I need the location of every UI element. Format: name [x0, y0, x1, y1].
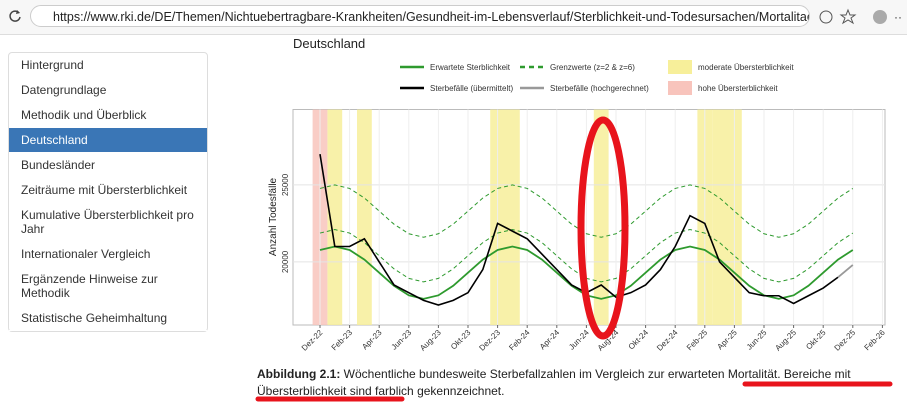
caption-text: Wöchentliche bundesweite Sterbefallzahle… [257, 367, 851, 398]
x-tick-label: Aug-24 [596, 328, 621, 353]
legend-label: Erwartete Sterblichkeit [430, 63, 511, 72]
shaded-period [357, 109, 372, 325]
toolbar-icons: ··· [819, 8, 903, 25]
threshold-line [319, 229, 854, 283]
browser-bar: https://www.rki.de/DE/Themen/Nichtuebert… [0, 0, 907, 35]
reload-icon[interactable] [8, 9, 22, 23]
x-tick-label: Apr-23 [360, 328, 384, 352]
heading: Deutschland [293, 36, 366, 51]
x-tick-label: Apr-25 [715, 328, 739, 352]
svg-text:···: ··· [894, 10, 903, 24]
nav-item[interactable]: Deutschland [9, 128, 207, 153]
legend-label: Sterbefälle (hochgerechnet) [550, 84, 649, 93]
legend-swatch [668, 81, 692, 95]
shaded-period [697, 109, 713, 325]
x-tick-label: Okt-25 [804, 328, 828, 352]
y-tick-label: 20000 [281, 250, 290, 273]
x-tick-label: Apr-24 [538, 328, 562, 352]
legend-label: moderate Übersterblichkeit [698, 63, 794, 72]
legend-label: hohe Übersterblichkeit [698, 84, 778, 93]
series-line [319, 154, 839, 306]
x-tick-label: Jun-25 [745, 328, 769, 352]
x-tick-label: Feb-23 [330, 328, 355, 353]
legend-label: Sterbefälle (übermittelt) [430, 84, 513, 93]
caption-label: Abbildung 2.1: [257, 367, 341, 381]
x-tick-label: Jun-23 [390, 328, 414, 352]
series-line [837, 264, 854, 278]
nav-item[interactable]: Statistische Geheimhaltung [9, 306, 207, 331]
legend-swatch [668, 60, 692, 74]
x-tick-label: Dez-24 [655, 328, 680, 353]
x-tick-label: Aug-23 [418, 328, 443, 353]
shaded-period [712, 109, 727, 325]
threshold-line [319, 184, 854, 238]
x-tick-label: Dez-22 [300, 328, 325, 353]
shaded-period [727, 109, 742, 325]
caption: Abbildung 2.1: Wöchentliche bundesweite … [257, 366, 897, 400]
nav-item[interactable]: Datengrundlage [9, 78, 207, 103]
shaded-period [593, 109, 609, 325]
nav-item[interactable]: Internationaler Vergleich [9, 242, 207, 267]
x-tick-label: Feb-25 [685, 328, 710, 353]
nav-item[interactable]: Zeiträume mit Übersterblichkeit [9, 178, 207, 203]
side-nav: Hintergrund Datengrundlage Methodik und Üb… [8, 52, 208, 332]
nav-item[interactable]: Bundesländer [9, 153, 207, 178]
shaded-period [490, 109, 505, 325]
plot-panel [292, 109, 886, 326]
nav-item[interactable]: Ergänzende Hinweise zur Methodik [9, 267, 207, 306]
x-tick-label: Aug-25 [773, 328, 798, 353]
x-tick-label: Okt-23 [449, 328, 473, 352]
highlight-ellipse [577, 116, 629, 340]
shaded-period [312, 109, 328, 325]
legend-label: Grenzwerte (z=2 & z=6) [550, 63, 635, 72]
x-tick-label: Dez-25 [833, 328, 858, 353]
nav-item[interactable]: Kumulative Übersterblichkeit pro Jahr [9, 203, 207, 242]
x-tick-label: Jun-24 [567, 328, 591, 352]
shaded-period [505, 109, 520, 325]
x-tick-label: Feb-26 [863, 328, 888, 353]
shaded-period [327, 109, 343, 325]
nav-item[interactable]: Methodik und Überblick [9, 103, 207, 128]
series-line [319, 245, 854, 300]
url-field[interactable]: https://www.rki.de/DE/Themen/Nichtuebert… [30, 5, 810, 27]
y-tick-label: 25000 [281, 173, 290, 196]
x-tick-label: Okt-24 [627, 328, 651, 352]
nav-item[interactable]: Hintergrund [9, 53, 207, 78]
x-tick-label: Feb-24 [507, 328, 532, 353]
y-axis-title: Anzahl Todesfälle [268, 177, 279, 256]
x-tick-label: Dez-23 [477, 328, 502, 353]
